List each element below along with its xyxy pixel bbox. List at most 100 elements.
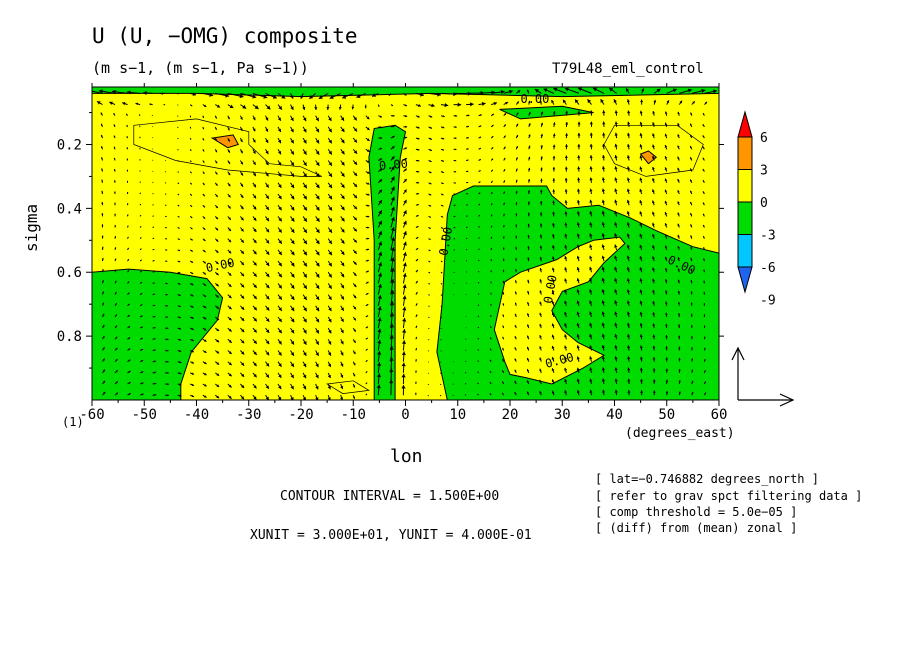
wind-vector-head — [177, 149, 179, 151]
wind-vector-head — [614, 143, 618, 147]
wind-vector — [600, 98, 605, 105]
wind-vector-head — [367, 237, 370, 240]
wind-vector — [666, 100, 670, 105]
wind-vector-head — [639, 166, 643, 170]
colorbar-label: -3 — [760, 229, 776, 244]
wind-vector-head — [178, 271, 181, 274]
wind-vector — [390, 226, 395, 239]
wind-vector — [489, 348, 492, 351]
wind-vector-head — [203, 216, 206, 219]
wind-vector-head — [535, 89, 539, 93]
wind-vector — [466, 148, 469, 150]
wind-vector-head — [677, 123, 680, 126]
wind-vector — [101, 145, 103, 150]
wind-vector-head — [228, 239, 231, 243]
wind-vector-head — [627, 322, 631, 326]
wind-vector-head — [479, 170, 481, 172]
wind-vector — [614, 344, 618, 351]
wind-vector-head — [441, 317, 442, 318]
colorbar-label: 6 — [760, 131, 768, 146]
wind-vector-head — [539, 379, 542, 383]
wind-vector-head — [98, 89, 103, 94]
wind-vector-head — [551, 312, 555, 316]
wind-vector-head — [377, 284, 382, 288]
wind-vector — [351, 104, 355, 110]
wind-vector-head — [378, 210, 382, 215]
wind-vector — [503, 124, 507, 128]
wind-vector — [327, 204, 333, 211]
wind-vector — [365, 126, 370, 131]
wind-vector — [427, 394, 429, 397]
wind-vector — [627, 334, 631, 340]
wind-vector-head — [253, 239, 257, 244]
wind-vector-head — [404, 104, 407, 107]
colorbar: 630-3-6-9 — [737, 110, 776, 309]
wind-vector — [415, 103, 422, 107]
wind-vector-head — [490, 281, 492, 283]
wind-vector — [601, 255, 605, 262]
wind-vector — [501, 381, 505, 385]
wind-vector-head — [102, 392, 106, 395]
wind-vector — [564, 166, 568, 172]
wind-vector — [352, 395, 356, 399]
wind-vector — [626, 266, 630, 273]
wind-vector-head — [290, 128, 294, 133]
wind-vector — [189, 115, 192, 118]
wind-vector — [614, 333, 618, 340]
wind-vector-head — [502, 314, 504, 316]
wind-vector — [576, 199, 581, 206]
wind-vector — [189, 227, 193, 230]
wind-vector — [214, 283, 220, 287]
wind-vector-head — [626, 99, 630, 103]
wind-vector-head — [340, 329, 344, 334]
wind-vector — [664, 178, 668, 183]
wind-vector-head — [489, 382, 492, 384]
wind-vector — [677, 223, 680, 228]
wind-vector — [390, 216, 395, 228]
wind-vector — [240, 394, 245, 400]
wind-vector — [214, 126, 217, 130]
wind-vector — [327, 115, 332, 122]
wind-vector — [352, 238, 358, 243]
wind-vector-head — [302, 397, 306, 400]
wind-vector — [327, 160, 333, 167]
wind-vector — [240, 216, 244, 221]
wind-vector — [576, 345, 580, 351]
wind-vector — [625, 87, 630, 94]
wind-vector — [139, 270, 143, 273]
wind-vector-head — [601, 322, 605, 326]
wind-vector-head — [479, 114, 482, 117]
wind-vector-head — [601, 222, 605, 226]
wind-vector — [139, 225, 142, 228]
wind-vector — [114, 381, 119, 385]
wind-vector — [564, 323, 568, 329]
wind-vector-head — [353, 374, 356, 377]
wind-vector — [109, 101, 116, 106]
wind-vector — [302, 115, 307, 122]
wind-vector-head — [278, 363, 282, 367]
wind-vector — [290, 238, 295, 245]
wind-vector-head — [442, 193, 444, 196]
wind-vector-head — [366, 326, 368, 329]
wind-vector-head — [102, 291, 104, 294]
wind-vector-head — [277, 139, 281, 144]
wind-vector — [290, 383, 295, 390]
wind-vector — [627, 356, 631, 362]
wind-vector — [239, 193, 244, 199]
wind-vector-head — [126, 125, 128, 127]
wind-vector-head — [227, 128, 230, 131]
wind-vector — [690, 313, 693, 318]
wind-vector-head — [265, 173, 269, 177]
wind-vector-head — [265, 139, 269, 143]
wind-vector — [177, 249, 181, 252]
wind-vector-head — [353, 172, 358, 176]
wind-vector-head — [202, 127, 204, 130]
wind-vector — [139, 326, 143, 329]
wind-vector-head — [576, 390, 580, 393]
wind-vector-head — [429, 160, 432, 162]
wind-vector — [577, 132, 581, 139]
wind-vector — [614, 244, 618, 251]
wind-vector-head — [442, 171, 444, 173]
wind-vector — [240, 327, 245, 333]
wind-vector — [352, 361, 356, 366]
